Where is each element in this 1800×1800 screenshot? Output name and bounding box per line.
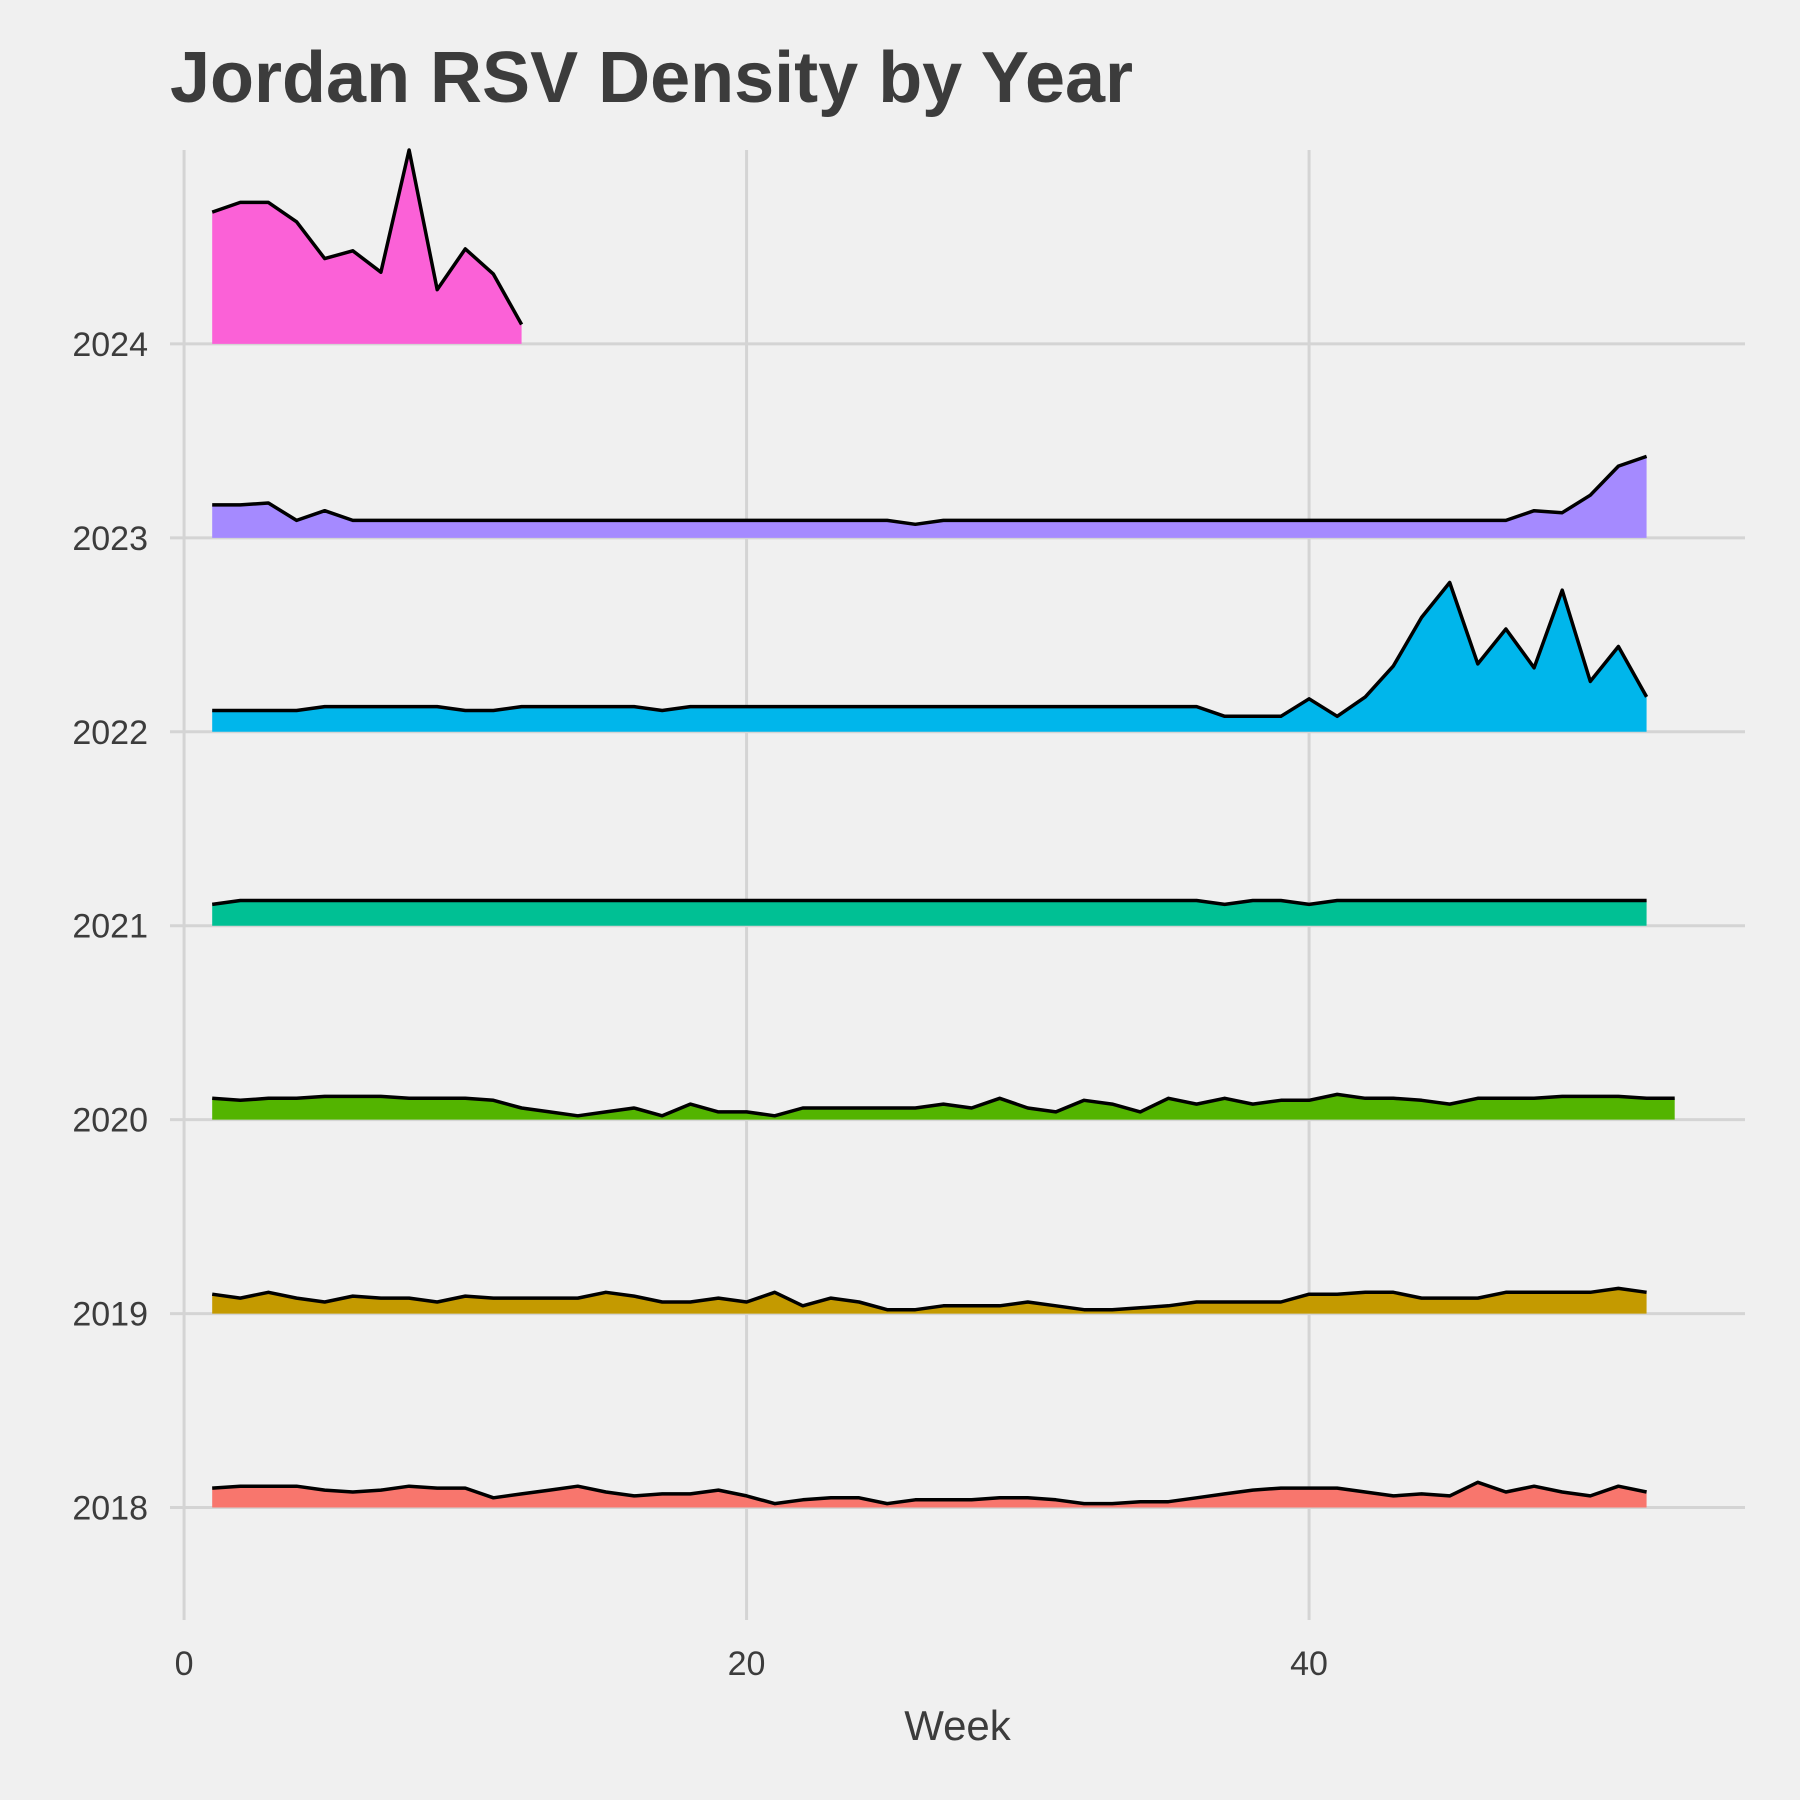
ridge-2021 [211, 898, 1647, 926]
y-tick-label-2022: 2022 [72, 714, 148, 752]
ridge-line-2020 [212, 1092, 1675, 1118]
y-tick-label-2021: 2021 [72, 908, 148, 946]
ridge-series [211, 148, 1675, 1508]
tick-labels: 2018 2019 2020 2021 2022 2023 2024 0 20 40 [72, 326, 1328, 1683]
grid-lines [170, 150, 1745, 1620]
ridge-line-2024 [211, 148, 524, 326]
ridge-line-2021 [211, 898, 1647, 907]
ridge-line-2022 [212, 580, 1649, 719]
ridge-2019 [211, 1286, 1647, 1314]
y-tick-label-2019: 2019 [72, 1296, 148, 1334]
ridge-2018 [212, 1480, 1647, 1508]
y-tick-label-2024: 2024 [72, 326, 148, 364]
ridge-area-2021 [212, 900, 1647, 926]
ridge-line-2023 [212, 454, 1648, 527]
ridge-2020 [212, 1092, 1675, 1120]
ridge-2022 [212, 580, 1649, 732]
x-tick-label-0: 0 [175, 1645, 194, 1683]
ridge-2024 [211, 148, 524, 344]
ridge-area-2019 [212, 1288, 1647, 1314]
x-axis-title: Week [904, 1702, 1012, 1749]
y-tick-label-2023: 2023 [72, 520, 148, 558]
x-tick-label-40: 40 [1290, 1645, 1328, 1683]
ridge-2023 [212, 454, 1648, 538]
ridge-area-2023 [212, 456, 1647, 538]
ridge-line-2018 [212, 1480, 1647, 1506]
y-tick-label-2018: 2018 [72, 1490, 148, 1528]
y-tick-label-2020: 2020 [72, 1102, 148, 1140]
ridge-line-2019 [211, 1286, 1647, 1312]
ridge-area-2024 [212, 150, 522, 344]
chart-title: Jordan RSV Density by Year [170, 38, 1134, 118]
ridge-area-2022 [212, 582, 1647, 732]
x-tick-label-20: 20 [728, 1645, 766, 1683]
